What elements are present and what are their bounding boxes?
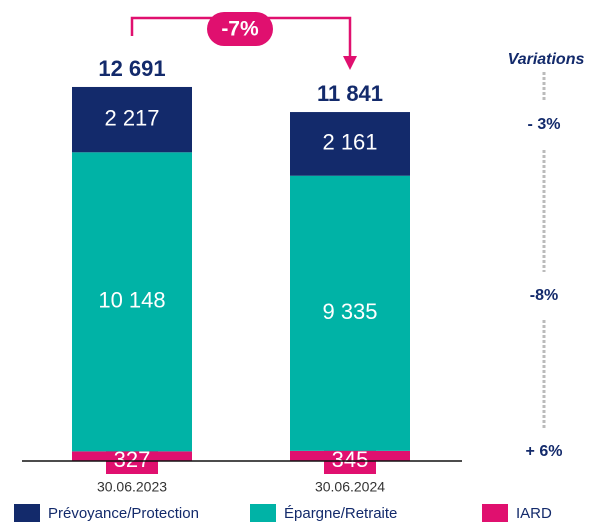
data-label: 345	[332, 447, 369, 472]
change-badge	[207, 12, 273, 46]
legend-label: Prévoyance/Protection	[48, 505, 199, 522]
data-label: 10 148	[98, 288, 165, 313]
data-label: 2 217	[104, 105, 159, 130]
legend-label: IARD	[516, 505, 552, 522]
arrow-head	[343, 56, 357, 70]
variation-label: - 3%	[528, 116, 561, 133]
variation-label: -8%	[530, 287, 558, 304]
legend-swatch	[482, 504, 508, 522]
bar-segment	[72, 152, 192, 452]
legend-label: Épargne/Retraite	[284, 505, 397, 522]
variation-label: + 6%	[526, 443, 563, 460]
data-label: 2 161	[322, 130, 377, 155]
total-label: 12 691	[98, 56, 165, 81]
bar-segment	[72, 86, 192, 153]
x-tick-label: 30.06.2024	[315, 479, 385, 495]
legend-swatch	[250, 504, 276, 522]
change-label: -7%	[221, 18, 259, 41]
data-label: 9 335	[322, 299, 377, 324]
variations-title: Variations	[508, 51, 585, 68]
x-tick-label: 30.06.2023	[97, 479, 167, 495]
bar-segment	[290, 112, 410, 176]
legend-swatch	[14, 504, 40, 522]
total-label: 11 841	[317, 81, 383, 106]
bar-segment	[290, 175, 410, 451]
